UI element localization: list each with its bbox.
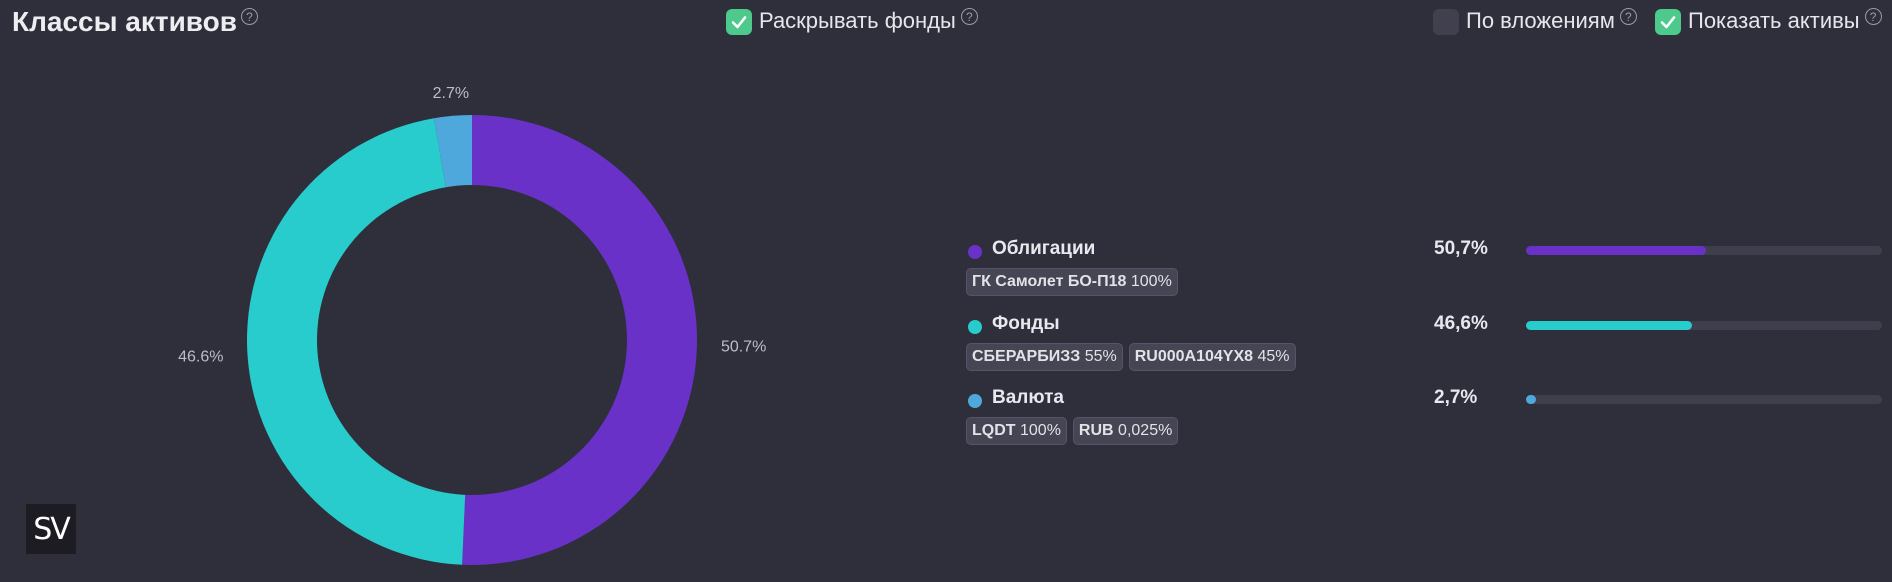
legend-dot <box>968 394 982 408</box>
toggle-label: По вложениям <box>1466 8 1615 33</box>
holding-share: 45% <box>1257 348 1290 365</box>
toggle-label: Раскрывать фонды <box>759 8 956 33</box>
category-percent: 46,6% <box>1434 313 1488 334</box>
holding-name: RU000A104YX8 <box>1134 348 1254 365</box>
holdings-list: ГК Самолет БО-П18 100% <box>966 268 1178 296</box>
help-icon[interactable]: ? <box>1864 8 1882 25</box>
holding-name: ГК Самолет БО-П18 <box>972 273 1127 290</box>
checkmark-icon <box>731 16 747 29</box>
page-title-text: Классы активов <box>12 6 237 37</box>
checkbox-show-assets[interactable] <box>1655 9 1681 35</box>
slice-label: 50.7% <box>721 338 766 355</box>
holding-share: 0,025% <box>1118 422 1173 439</box>
toggle-by-investments[interactable]: По вложениям ? <box>1433 8 1637 35</box>
logo: SV <box>26 504 76 554</box>
progress-fill <box>1526 246 1707 255</box>
category-percent: 50,7% <box>1434 238 1488 259</box>
progress-track <box>1526 395 1882 404</box>
holding-chip[interactable]: LQDT 100% <box>966 417 1067 445</box>
donut-slice-0[interactable] <box>462 114 698 566</box>
toggle-show-assets[interactable]: Показать активы ? <box>1655 8 1882 35</box>
holding-chip[interactable]: СБЕРАРБИЗЗ 55% <box>966 343 1123 371</box>
donut-slice-2[interactable] <box>434 115 472 188</box>
checkbox-expand-funds[interactable] <box>726 9 752 35</box>
holding-name: LQDT <box>972 422 1016 439</box>
page-title: Классы активов? <box>12 6 258 38</box>
holding-share: 55% <box>1084 348 1117 365</box>
progress-track <box>1526 246 1882 255</box>
holdings-list: LQDT 100% RUB 0,025% <box>966 417 1179 445</box>
toggle-label: Показать активы <box>1688 8 1860 33</box>
slice-label: 2.7% <box>433 85 469 102</box>
donut-chart: 50.7% 46.6% 2.7% <box>178 85 766 566</box>
holding-share: 100% <box>1130 273 1172 290</box>
progress-fill <box>1526 321 1692 330</box>
holding-name: СБЕРАРБИЗЗ <box>972 348 1081 365</box>
holding-name: RUB <box>1078 422 1114 439</box>
donut-slice-1[interactable] <box>246 118 466 565</box>
holding-chip[interactable]: RUB 0,025% <box>1072 417 1179 445</box>
holding-chip[interactable]: RU000A104YX8 45% <box>1128 343 1296 371</box>
checkbox-by-investments[interactable] <box>1433 9 1459 35</box>
progress-fill <box>1526 395 1536 404</box>
holdings-list: СБЕРАРБИЗЗ 55% RU000A104YX8 45% <box>966 343 1296 371</box>
category-name: Фонды <box>992 313 1060 334</box>
category-name: Валюта <box>992 387 1064 408</box>
slice-label: 46.6% <box>178 349 223 366</box>
progress-track <box>1526 321 1882 330</box>
help-icon[interactable]: ? <box>1619 8 1637 25</box>
toggle-expand-funds[interactable]: Раскрывать фонды ? <box>726 8 978 35</box>
legend-dot <box>968 245 982 259</box>
checkmark-icon <box>1660 16 1676 29</box>
category-name: Облигации <box>992 238 1096 259</box>
legend-dot <box>968 320 982 334</box>
category-percent: 2,7% <box>1434 387 1478 408</box>
holding-chip[interactable]: ГК Самолет БО-П18 100% <box>966 268 1178 296</box>
help-icon[interactable]: ? <box>960 8 978 25</box>
help-icon[interactable]: ? <box>240 8 258 25</box>
holding-share: 100% <box>1020 422 1061 439</box>
